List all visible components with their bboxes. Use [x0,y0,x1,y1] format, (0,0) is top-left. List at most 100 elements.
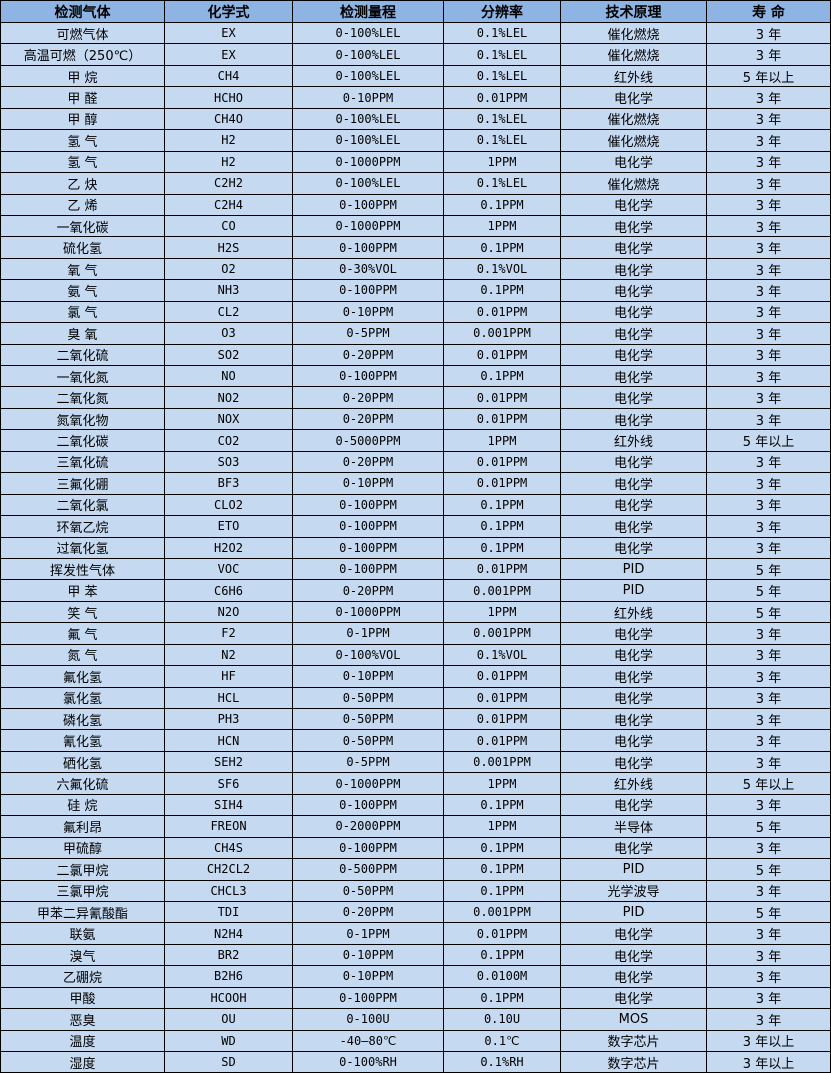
cell-formula: H2S [164,236,293,259]
cell-principle: 电化学 [560,214,707,238]
cell-formula: C2H2 [164,172,293,195]
cell-resolution: 0.1PPM [443,836,561,860]
cell-range: 0-30%VOL [292,257,444,281]
cell-resolution: 0.01PPM [443,686,561,710]
cell-gas-name: 高温可燃（250℃） [0,43,165,66]
cell-formula: SEH2 [164,750,293,774]
cell-resolution: 0.01PPM [443,707,561,731]
cell-lifespan: 3 年 [706,836,831,860]
cell-principle: 催化燃烧 [560,172,707,195]
cell-gas-name: 硒化氢 [0,750,165,774]
cell-formula: SD [164,1050,293,1074]
cell-formula: H2 [164,150,293,174]
cell-resolution: 0.001PPM [443,579,561,602]
cell-gas-name: 氢 气 [0,129,165,152]
cell-range: 0-10PPM [292,665,444,688]
cell-range: 0-50PPM [292,879,444,902]
cell-gas-name: 三氯甲烷 [0,879,165,902]
cell-resolution: 1PPM [443,815,561,838]
cell-lifespan: 3 年 [706,986,831,1010]
cell-formula: N2 [164,643,293,667]
cell-range: 0-10PPM [292,86,444,109]
cell-formula: CH4 [164,64,293,88]
cell-gas-name: 二氧化硫 [0,343,165,367]
cell-formula: HCHO [164,86,293,109]
cell-lifespan: 3 年 [706,450,831,474]
cell-range: 0-100PPM [292,364,444,388]
cell-range: 0-100PPM [292,279,444,302]
table-row: 湿度 SD 0-100%RH 0.1%RH 数字芯片 3 年以上 [0,1050,831,1074]
cell-formula: CH4O [164,107,293,131]
cell-formula: C6H6 [164,579,293,602]
cell-principle: PID [560,557,707,581]
header-formula: 化学式 [164,0,293,23]
cell-gas-name: 三氟化硼 [0,472,165,495]
cell-gas-name: 甲硫醇 [0,836,165,860]
cell-formula: OU [164,1008,293,1031]
cell-resolution: 0.1%VOL [443,257,561,281]
cell-principle: 电化学 [560,450,707,474]
cell-formula: CLO2 [164,493,293,517]
cell-range: 0-1PPM [292,922,444,945]
cell-lifespan: 3 年 [706,407,831,431]
cell-formula: HCL [164,686,293,710]
cell-resolution: 0.001PPM [443,900,561,924]
cell-formula: NH3 [164,279,293,302]
table-row: 温度 WD -40—80℃ 0.1℃ 数字芯片 3 年以上 [0,1029,831,1053]
cell-gas-name: 一氧化氮 [0,364,165,388]
cell-lifespan: 3 年 [706,300,831,324]
cell-lifespan: 3 年以上 [706,1029,831,1053]
cell-resolution: 0.01PPM [443,343,561,367]
cell-range: 0-50PPM [292,729,444,752]
cell-resolution: 0.1PPM [443,793,561,817]
cell-lifespan: 5 年 [706,579,831,602]
cell-gas-name: 温度 [0,1029,165,1053]
table-row: 氨 气 NH3 0-100PPM 0.1PPM 电化学 3 年 [0,279,831,302]
cell-lifespan: 5 年 [706,900,831,924]
table-row: 二氧化氯 CLO2 0-100PPM 0.1PPM 电化学 3 年 [0,493,831,517]
cell-formula: PH3 [164,707,293,731]
cell-lifespan: 3 年 [706,172,831,195]
cell-gas-name: 氰化氢 [0,729,165,752]
cell-formula: HCN [164,729,293,752]
cell-gas-name: 氧 气 [0,257,165,281]
cell-lifespan: 3 年 [706,107,831,131]
cell-lifespan: 5 年以上 [706,429,831,452]
cell-range: 0-100PPM [292,536,444,559]
cell-lifespan: 3 年 [706,21,831,45]
cell-range: 0-100PPM [292,557,444,581]
cell-lifespan: 3 年 [706,1008,831,1031]
cell-formula: BF3 [164,472,293,495]
table-row: 环氧乙烷 ETO 0-100PPM 0.1PPM 电化学 3 年 [0,515,831,538]
cell-range: 0-1000PPM [292,150,444,174]
table-row: 一氧化碳 CO 0-1000PPM 1PPM 电化学 3 年 [0,214,831,238]
header-principle: 技术原理 [560,0,707,23]
cell-formula: HCOOH [164,986,293,1010]
cell-principle: 电化学 [560,665,707,688]
cell-gas-name: 溴气 [0,943,165,967]
cell-resolution: 0.01PPM [443,450,561,474]
cell-gas-name: 甲 苯 [0,579,165,602]
cell-resolution: 0.1%LEL [443,129,561,152]
cell-principle: PID [560,900,707,924]
cell-principle: PID [560,858,707,881]
table-row: 氮 气 N2 0-100%VOL 0.1%VOL 电化学 3 年 [0,643,831,667]
cell-gas-name: 乙硼烷 [0,965,165,988]
table-row: 硅 烷 SIH4 0-100PPM 0.1PPM 电化学 3 年 [0,793,831,817]
cell-gas-name: 二氧化碳 [0,429,165,452]
cell-formula: EX [164,21,293,45]
cell-principle: 红外线 [560,772,707,795]
cell-principle: 电化学 [560,322,707,345]
table-row: 三氟化硼 BF3 0-10PPM 0.01PPM 电化学 3 年 [0,472,831,495]
cell-formula: CH4S [164,836,293,860]
cell-lifespan: 3 年 [706,707,831,731]
cell-principle: 电化学 [560,943,707,967]
cell-resolution: 0.1PPM [443,236,561,259]
table-row: 乙 炔 C2H2 0-100%LEL 0.1%LEL 催化燃烧 3 年 [0,172,831,195]
cell-gas-name: 氟 气 [0,622,165,645]
cell-lifespan: 3 年 [706,922,831,945]
cell-range: 0-100%LEL [292,21,444,45]
header-range: 检测量程 [292,0,444,23]
cell-principle: 电化学 [560,386,707,409]
